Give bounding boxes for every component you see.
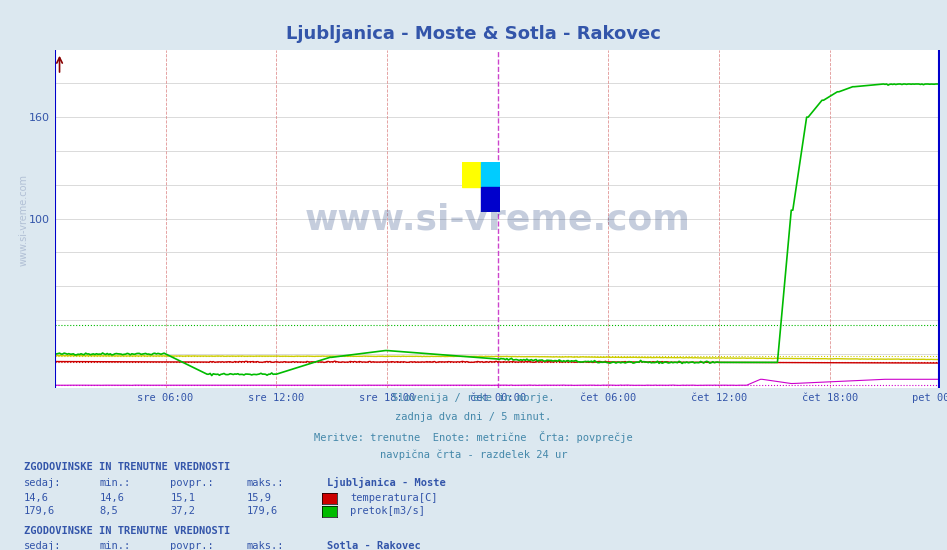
Bar [481,187,500,212]
Bar [462,162,481,187]
Text: maks.:: maks.: [246,477,284,488]
Text: sedaj:: sedaj: [24,541,62,550]
Text: min.:: min.: [99,541,131,550]
Text: 14,6: 14,6 [24,493,48,503]
Text: min.:: min.: [99,477,131,488]
Text: ZGODOVINSKE IN TRENUTNE VREDNOSTI: ZGODOVINSKE IN TRENUTNE VREDNOSTI [24,462,230,472]
Text: 15,1: 15,1 [170,493,195,503]
Text: povpr.:: povpr.: [170,541,214,550]
Bar [481,162,500,187]
Text: Slovenija / reke in morje.: Slovenija / reke in morje. [392,393,555,403]
Text: www.si-vreme.com: www.si-vreme.com [304,203,690,237]
Text: www.si-vreme.com: www.si-vreme.com [19,174,29,266]
Text: 37,2: 37,2 [170,506,195,516]
Text: sedaj:: sedaj: [24,477,62,488]
Text: 8,5: 8,5 [99,506,118,516]
Text: Meritve: trenutne  Enote: metrične  Črta: povprečje: Meritve: trenutne Enote: metrične Črta: … [314,431,633,443]
Text: zadnja dva dni / 5 minut.: zadnja dva dni / 5 minut. [396,412,551,422]
Text: Ljubljanica - Moste & Sotla - Rakovec: Ljubljanica - Moste & Sotla - Rakovec [286,25,661,43]
Text: 179,6: 179,6 [24,506,55,516]
Text: maks.:: maks.: [246,541,284,550]
Text: 179,6: 179,6 [246,506,277,516]
Text: 15,9: 15,9 [246,493,271,503]
Text: 14,6: 14,6 [99,493,124,503]
Text: povpr.:: povpr.: [170,477,214,488]
Text: navpična črta - razdelek 24 ur: navpična črta - razdelek 24 ur [380,449,567,460]
Text: ZGODOVINSKE IN TRENUTNE VREDNOSTI: ZGODOVINSKE IN TRENUTNE VREDNOSTI [24,525,230,536]
Text: Ljubljanica - Moste: Ljubljanica - Moste [327,477,445,488]
Text: Sotla - Rakovec: Sotla - Rakovec [327,541,420,550]
Text: temperatura[C]: temperatura[C] [350,493,438,503]
Text: pretok[m3/s]: pretok[m3/s] [350,506,425,516]
